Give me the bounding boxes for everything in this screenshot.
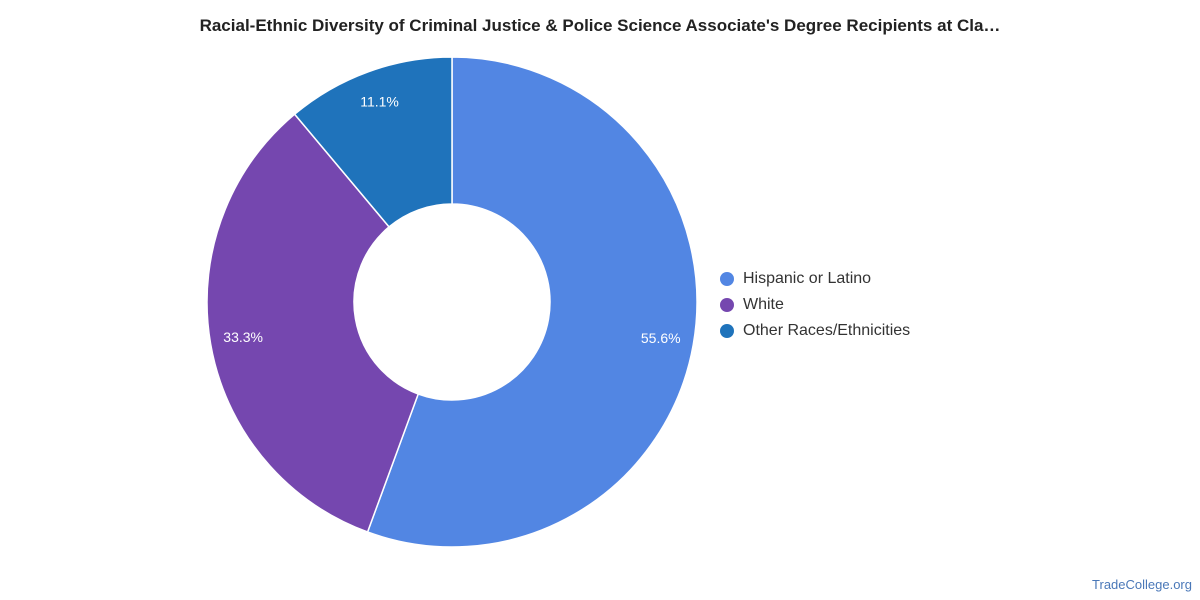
legend-label: Other Races/Ethnicities — [743, 322, 911, 339]
legend-swatch — [720, 298, 734, 312]
slice-hispanic-or-latino[interactable] — [366, 56, 698, 548]
chart-title: Racial-Ethnic Diversity of Criminal Just… — [199, 16, 1001, 35]
data-label-hispanic-or-latino: 55.6% — [641, 330, 681, 346]
slices-group — [206, 56, 698, 548]
legend-label: White — [743, 296, 784, 313]
data-labels-group: 55.6% 33.3% 11.1% — [223, 93, 680, 345]
legend-swatch — [720, 272, 734, 286]
legend-swatch — [720, 324, 734, 338]
slice-white[interactable] — [206, 113, 420, 533]
data-label-other-races-ethnicities: 11.1% — [360, 93, 399, 109]
source-credit-link[interactable]: TradeCollege.org — [1092, 577, 1192, 592]
legend-item-hispanic-or-latino[interactable]: Hispanic or Latino — [720, 266, 910, 292]
legend-item-white[interactable]: White — [720, 292, 910, 318]
legend-label: Hispanic or Latino — [743, 270, 872, 287]
legend-item-other-races-ethnicities[interactable]: Other Races/Ethnicities — [720, 318, 910, 344]
chart-legend: Hispanic or Latino White Other Races/Ethni… — [720, 266, 910, 344]
data-label-white: 33.3% — [223, 329, 263, 345]
slice-other-races-ethnicities[interactable] — [293, 56, 453, 228]
